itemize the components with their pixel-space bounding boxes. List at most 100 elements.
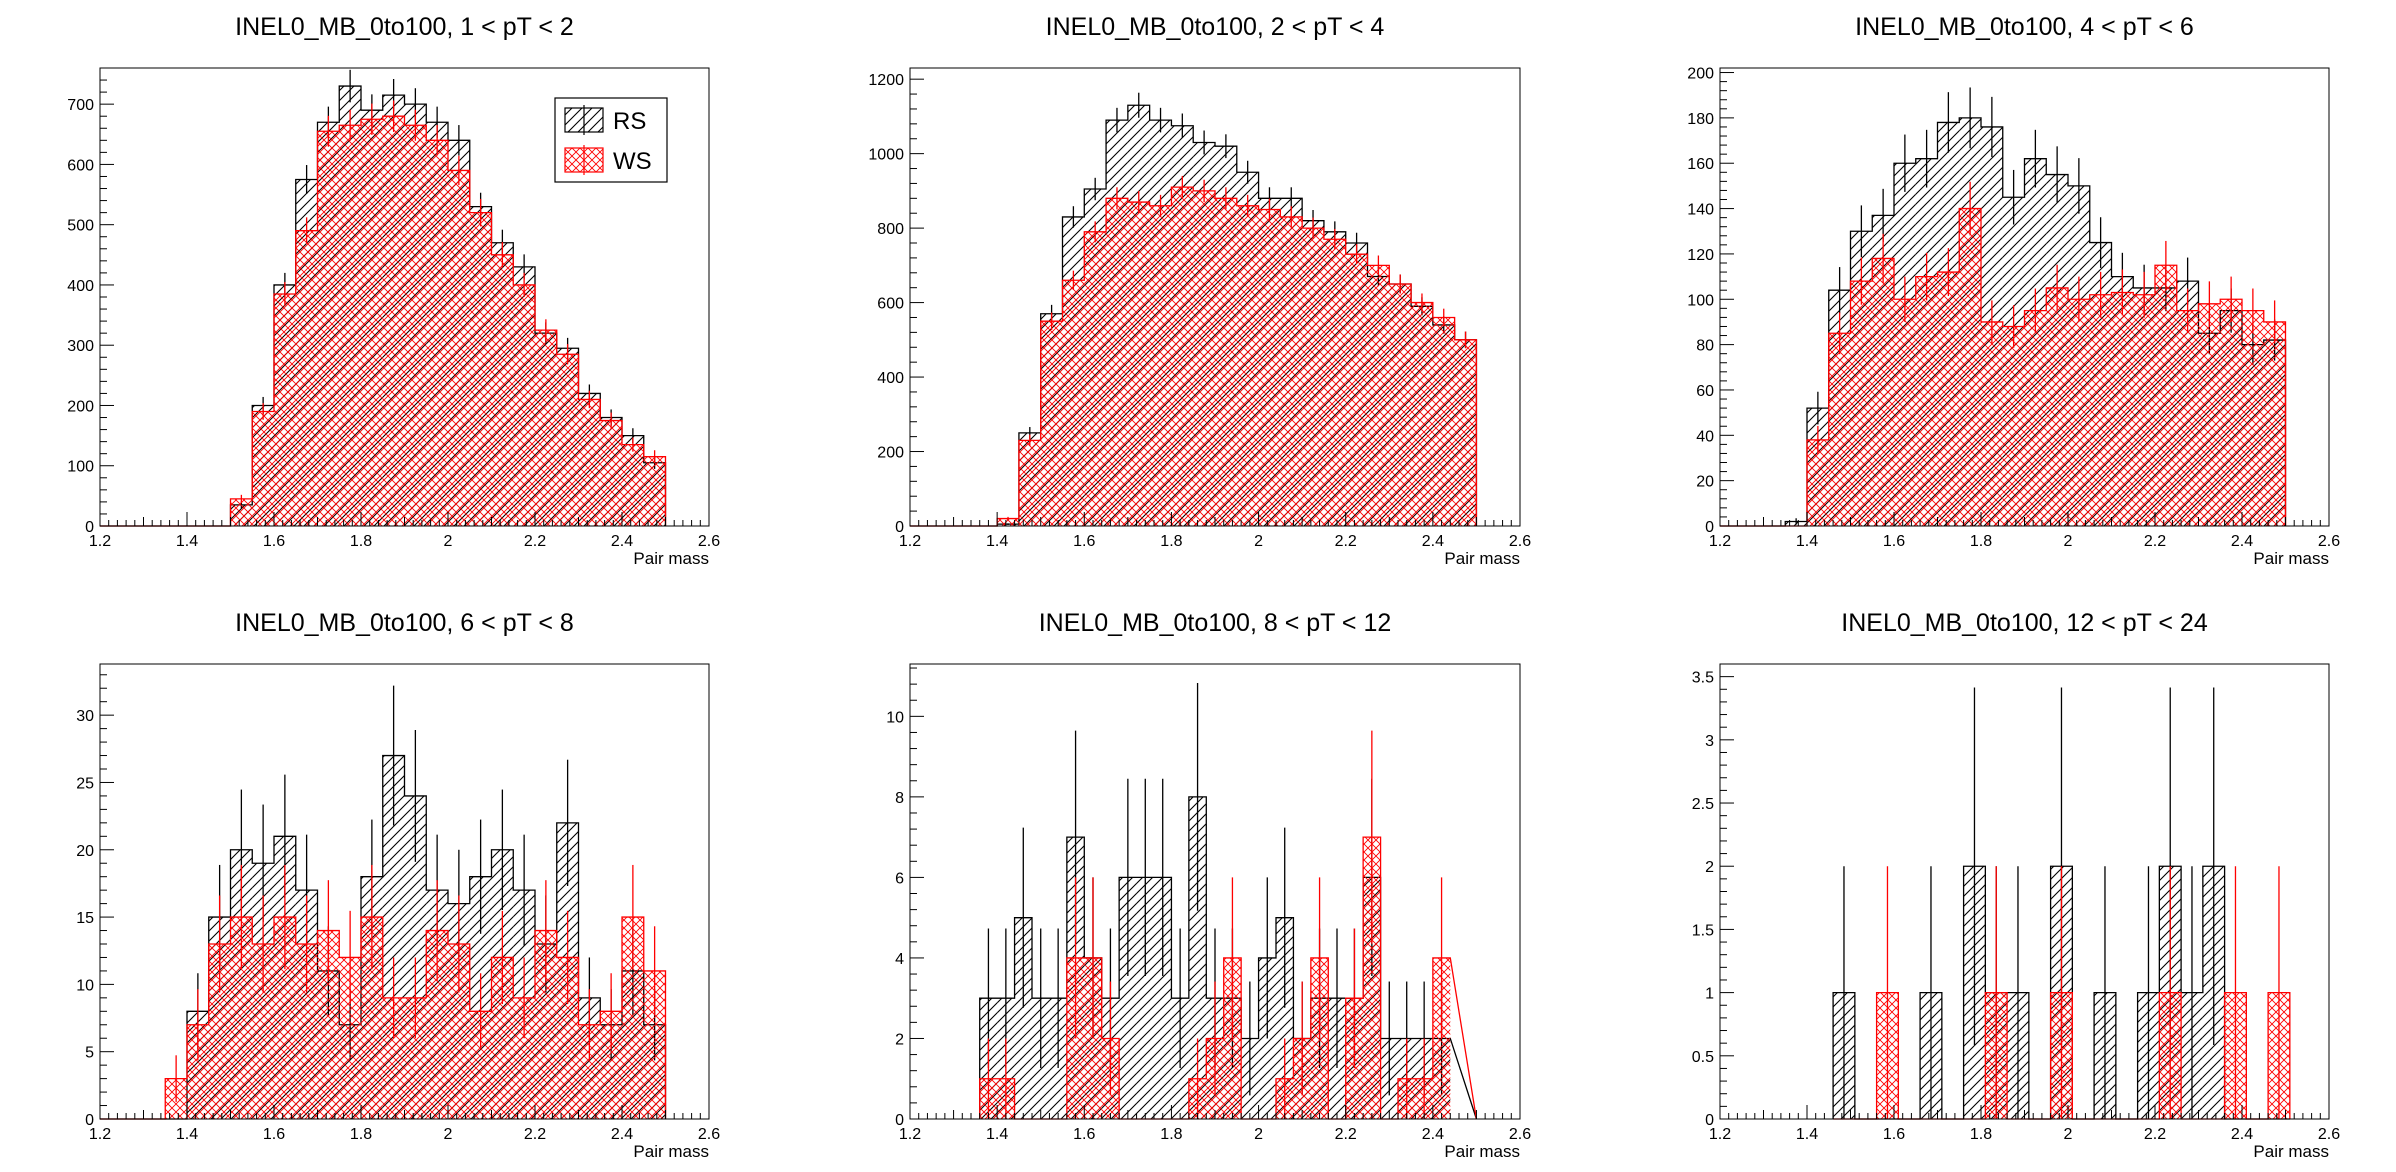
bar-RS-8 bbox=[1119, 877, 1137, 1119]
y-tick-label: 1200 bbox=[868, 72, 904, 89]
y-tick-label: 3.5 bbox=[1692, 670, 1714, 687]
legend-label-RS: RS bbox=[613, 108, 646, 135]
x-tick-label: 2.2 bbox=[2144, 1126, 2166, 1143]
x-tick-label: 2.6 bbox=[2318, 1126, 2340, 1143]
outline-WS bbox=[979, 836, 1478, 1120]
x-tick-label: 1.8 bbox=[350, 1126, 372, 1143]
x-tick-label: 1.6 bbox=[1073, 1126, 1095, 1143]
panel-title: INEL0_MB_0to100, 1 < pT < 2 bbox=[235, 13, 574, 41]
bar-RS-10 bbox=[1154, 877, 1172, 1119]
x-tick-label: 1.6 bbox=[1883, 1126, 1905, 1143]
bar-WS-12 bbox=[361, 119, 383, 526]
x-tick-label: 2 bbox=[444, 1126, 453, 1143]
panel-title: INEL0_MB_0to100, 4 < pT < 6 bbox=[1855, 13, 2194, 41]
series-WS bbox=[100, 100, 667, 527]
panel-6: INEL0_MB_0to100, 12 < pT < 24 1.2 1.4 1.6 1.… bbox=[1692, 609, 2340, 1161]
bar-WS-6 bbox=[230, 498, 253, 526]
x-tick-label: 2.6 bbox=[2318, 533, 2340, 550]
y-tick-label: 1 bbox=[1705, 986, 1714, 1003]
bar-WS-11 bbox=[339, 125, 361, 526]
y-tick-label: 20 bbox=[1696, 474, 1714, 491]
bar-WS-13 bbox=[2002, 326, 2025, 526]
bar-WS-15 bbox=[426, 140, 448, 526]
bar-WS-14 bbox=[1215, 198, 1237, 527]
bar-WS-11 bbox=[1959, 208, 1981, 526]
y-tick-label: 8 bbox=[895, 790, 904, 807]
y-tick-label: 100 bbox=[1687, 292, 1714, 309]
panel-2: INEL0_MB_0to100, 2 < pT < 4 1.2 1.4 1.6 1.8 2… bbox=[868, 13, 1531, 568]
y-tick-label: 800 bbox=[877, 221, 904, 238]
y-tick-label: 500 bbox=[67, 218, 94, 235]
bar-WS-16 bbox=[1258, 209, 1281, 526]
y-tick-label: 3 bbox=[1705, 733, 1714, 750]
bar-WS-22 bbox=[1363, 837, 1381, 1119]
y-tick-label: 400 bbox=[877, 370, 904, 387]
x-tick-label: 1.4 bbox=[176, 533, 198, 550]
y-tick-label: 200 bbox=[877, 445, 904, 462]
x-tick-label: 1.4 bbox=[176, 1126, 198, 1143]
bar-WS-20 bbox=[535, 930, 557, 1119]
bar-WS-16 bbox=[448, 170, 470, 526]
x-tick-label: 2 bbox=[1254, 533, 1263, 550]
bar-WS-14 bbox=[404, 125, 427, 526]
bar-WS-25 bbox=[1454, 339, 1477, 526]
bar-WS-6 bbox=[1040, 321, 1063, 526]
bar-WS-9 bbox=[1106, 198, 1128, 527]
series-WS bbox=[1720, 181, 2287, 527]
panel-title: INEL0_MB_0to100, 2 < pT < 4 bbox=[1046, 13, 1385, 41]
bar-WS-9 bbox=[295, 230, 318, 527]
x-tick-label: 1.2 bbox=[89, 533, 111, 550]
bar-WS-11 bbox=[1149, 205, 1172, 527]
bar-WS-4 bbox=[997, 518, 1019, 526]
y-tick-label: 400 bbox=[67, 278, 94, 295]
y-tick-label: 5 bbox=[85, 1045, 94, 1062]
bar-WS-13 bbox=[1193, 190, 1215, 526]
bar-WS-19 bbox=[513, 284, 535, 526]
bar-WS-22 bbox=[578, 399, 601, 526]
bar-WS-21 bbox=[1367, 265, 1390, 526]
bar-WS-8 bbox=[274, 293, 296, 526]
bar-WS-18 bbox=[491, 957, 514, 1119]
bar-WS-17 bbox=[1280, 216, 1303, 526]
y-tick-label: 25 bbox=[76, 775, 94, 792]
bar-WS-17 bbox=[2089, 294, 2112, 526]
series-WS bbox=[1833, 866, 2291, 1120]
bar-WS-24 bbox=[2242, 310, 2264, 526]
y-tick-label: 30 bbox=[76, 708, 94, 725]
y-tick-label: 2 bbox=[895, 1031, 904, 1048]
x-tick-label: 2.4 bbox=[611, 533, 633, 550]
bar-WS-25 bbox=[2263, 321, 2286, 526]
x-axis-label: Pair mass bbox=[1444, 1142, 1520, 1161]
legend-label-WS: WS bbox=[613, 148, 652, 175]
bar-RS-17 bbox=[1276, 917, 1294, 1119]
bar-WS-18 bbox=[491, 254, 514, 526]
bar-WS-8 bbox=[1894, 299, 1916, 526]
bar-WS-10 bbox=[317, 930, 340, 1119]
bar-WS-12 bbox=[1171, 187, 1194, 526]
bar-WS-6 bbox=[230, 917, 253, 1119]
bar-WS-20 bbox=[2155, 265, 2177, 526]
y-tick-label: 10 bbox=[76, 977, 94, 994]
panel-5: INEL0_MB_0to100, 8 < pT < 12 1.2 1.4 1.6 1.8… bbox=[886, 609, 1531, 1161]
bar-WS-22 bbox=[2198, 303, 2221, 526]
x-axis-label: Pair mass bbox=[2253, 549, 2329, 568]
bar-WS-19 bbox=[1323, 239, 1346, 526]
x-axis-label: Pair mass bbox=[633, 549, 709, 568]
series-WS bbox=[100, 864, 667, 1120]
x-tick-label: 2.4 bbox=[1422, 1126, 1444, 1143]
y-tick-label: 600 bbox=[877, 296, 904, 313]
x-tick-label: 2.6 bbox=[1509, 533, 1531, 550]
bar-WS-24 bbox=[622, 917, 644, 1119]
y-tick-label: 1.5 bbox=[1692, 922, 1714, 939]
bar-WS-17 bbox=[469, 1011, 492, 1119]
bar-WS-24 bbox=[622, 444, 644, 526]
x-tick-label: 2.2 bbox=[1335, 1126, 1357, 1143]
y-tick-label: 20 bbox=[76, 843, 94, 860]
x-tick-label: 1.4 bbox=[986, 533, 1008, 550]
y-tick-label: 10 bbox=[886, 709, 904, 726]
panel-title: INEL0_MB_0to100, 12 < pT < 24 bbox=[1841, 609, 2208, 637]
bar-WS-8 bbox=[1084, 231, 1107, 526]
y-tick-label: 4 bbox=[895, 951, 904, 968]
panel-1: INEL0_MB_0to100, 1 < pT < 2 1.2 1.4 1.6 1.8 2… bbox=[67, 13, 720, 568]
bar-RS-9 bbox=[1136, 877, 1154, 1119]
